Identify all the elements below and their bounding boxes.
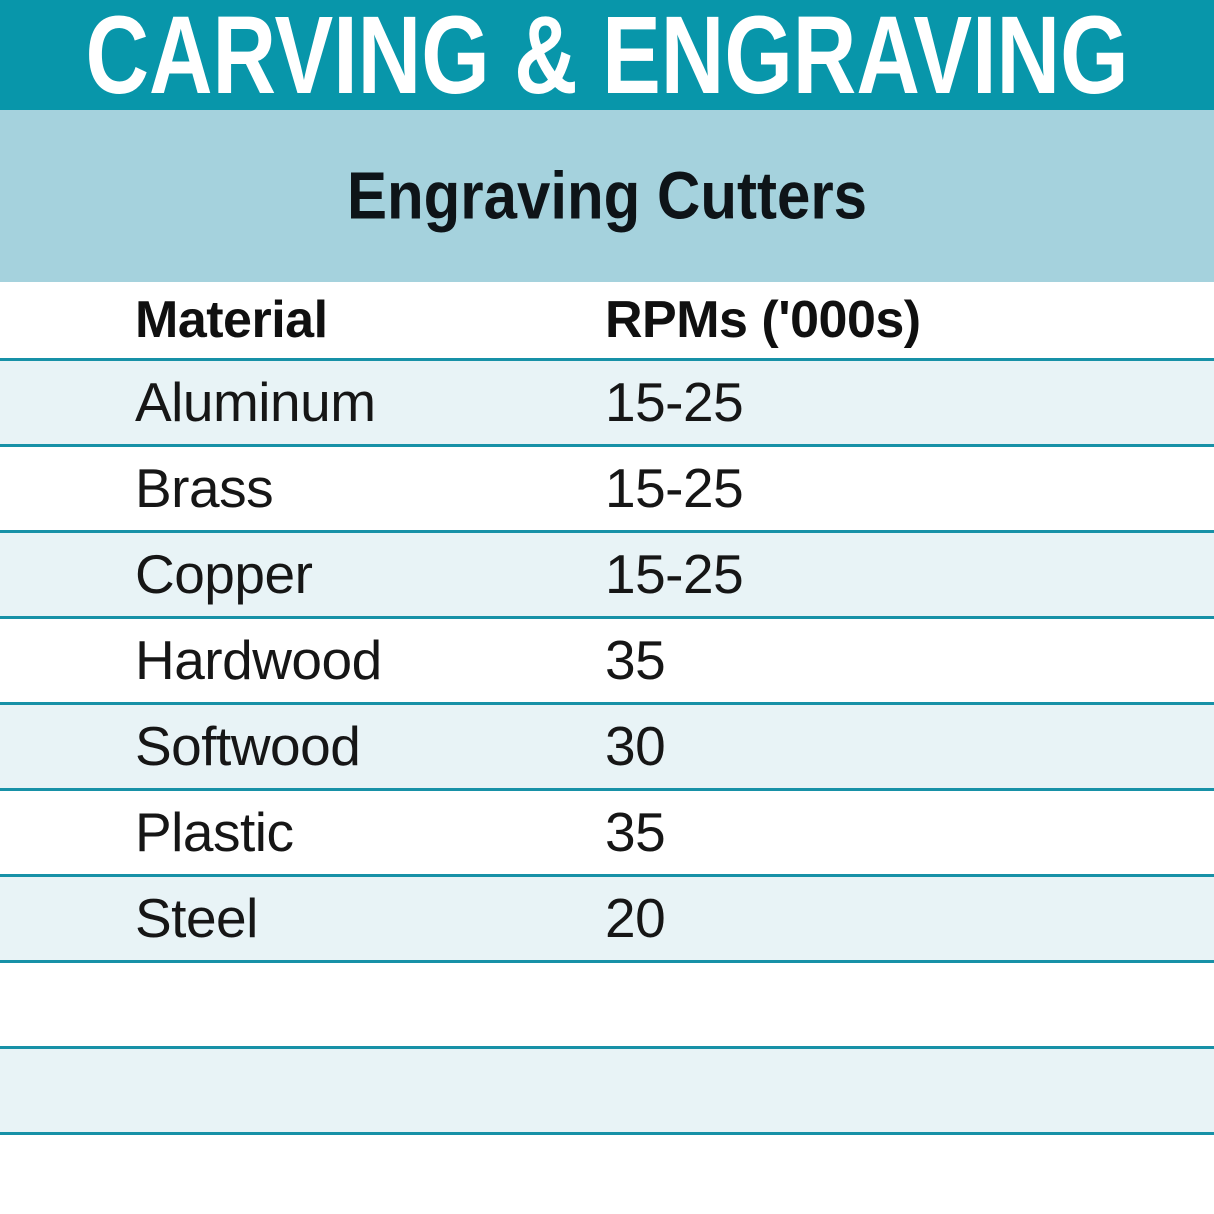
rpm-cell: 15-25	[605, 543, 744, 605]
material-cell: Copper	[135, 543, 313, 605]
rpm-cell: 30	[605, 715, 666, 777]
column-header-rpms: RPMs ('000s)	[605, 291, 921, 349]
title-banner: CARVING & ENGRAVING	[0, 0, 1214, 110]
empty-row	[0, 1049, 1214, 1135]
table-row-softwood: Softwood 30	[0, 705, 1214, 791]
material-cell: Brass	[135, 457, 274, 519]
table-row-steel: Steel 20	[0, 877, 1214, 963]
table-row-hardwood: Hardwood 35	[0, 619, 1214, 705]
rpm-cell: 15-25	[605, 371, 744, 433]
empty-row	[0, 1135, 1214, 1214]
section-title: Engraving Cutters	[346, 157, 868, 233]
material-cell: Aluminum	[135, 371, 376, 433]
column-header-material: Material	[135, 291, 328, 349]
rpm-cell: 35	[605, 629, 666, 691]
table-row-brass: Brass 15-25	[0, 447, 1214, 533]
empty-row	[0, 963, 1214, 1049]
table-row-copper: Copper 15-25	[0, 533, 1214, 619]
rpm-cell: 20	[605, 887, 666, 949]
page-title: CARVING & ENGRAVING	[85, 0, 1129, 117]
table-row-plastic: Plastic 35	[0, 791, 1214, 877]
material-cell: Plastic	[135, 801, 294, 863]
material-cell: Steel	[135, 887, 258, 949]
rpm-cell: 15-25	[605, 457, 744, 519]
material-cell: Hardwood	[135, 629, 382, 691]
table-row-aluminum: Aluminum 15-25	[0, 361, 1214, 447]
subtitle-band: Engraving Cutters	[0, 110, 1214, 282]
table-header-row: Material RPMs ('000s)	[0, 282, 1214, 361]
rpm-cell: 35	[605, 801, 666, 863]
material-cell: Softwood	[135, 715, 361, 777]
engraving-cutters-table: Material RPMs ('000s) Aluminum 15-25 Bra…	[0, 282, 1214, 1214]
